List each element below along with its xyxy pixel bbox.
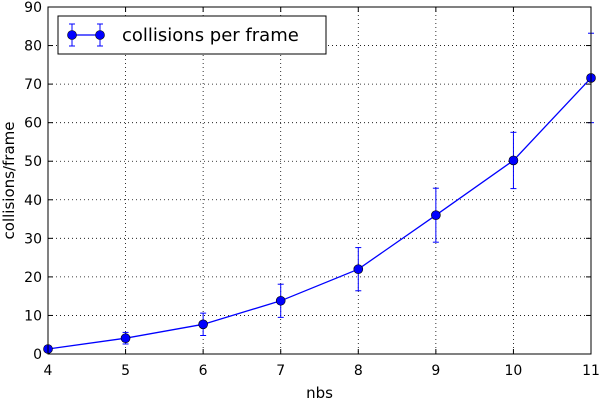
y-axis-title: collisions/frame <box>0 122 18 240</box>
data-point <box>198 319 208 330</box>
x-tick-label: 6 <box>199 363 208 379</box>
plot-frame <box>47 6 592 355</box>
legend-marker <box>67 30 77 40</box>
y-tick-label: 40 <box>24 193 42 209</box>
x-tick-label: 4 <box>44 363 53 379</box>
data-point <box>508 155 519 166</box>
x-axis-title: nbs <box>306 384 333 400</box>
y-tick-label: 0 <box>33 347 42 363</box>
legend-marker <box>95 30 105 40</box>
x-tick-label: 7 <box>276 363 285 379</box>
legend-label: collisions per frame <box>122 25 299 46</box>
y-tick-label: 60 <box>24 116 42 132</box>
x-tick-label: 10 <box>505 363 523 379</box>
data-point <box>431 210 441 220</box>
legend-handle <box>67 23 105 47</box>
data-point <box>120 333 131 343</box>
y-tick-label: 20 <box>24 270 42 286</box>
y-tick-labels: 0 10 20 30 40 50 60 70 80 90 <box>24 0 42 363</box>
y-tick-label: 50 <box>24 154 42 170</box>
y-tick-label: 70 <box>24 77 42 93</box>
x-tick-label: 9 <box>431 363 440 379</box>
y-tick-label: 80 <box>24 39 42 55</box>
x-tick-label: 8 <box>354 363 363 379</box>
series-line <box>47 77 592 350</box>
series-layer <box>43 32 596 354</box>
x-tick-label: 5 <box>121 363 130 379</box>
x-tick-label: 11 <box>582 363 600 379</box>
data-point <box>275 295 286 306</box>
legend: collisions per frame <box>57 15 327 55</box>
y-tick-label: 30 <box>24 231 42 247</box>
y-tick-label: 10 <box>24 308 42 324</box>
data-point <box>353 264 364 274</box>
ticks <box>47 6 592 355</box>
x-tick-labels: 4 5 6 7 8 9 10 11 <box>44 363 600 379</box>
y-tick-label: 90 <box>24 0 42 16</box>
